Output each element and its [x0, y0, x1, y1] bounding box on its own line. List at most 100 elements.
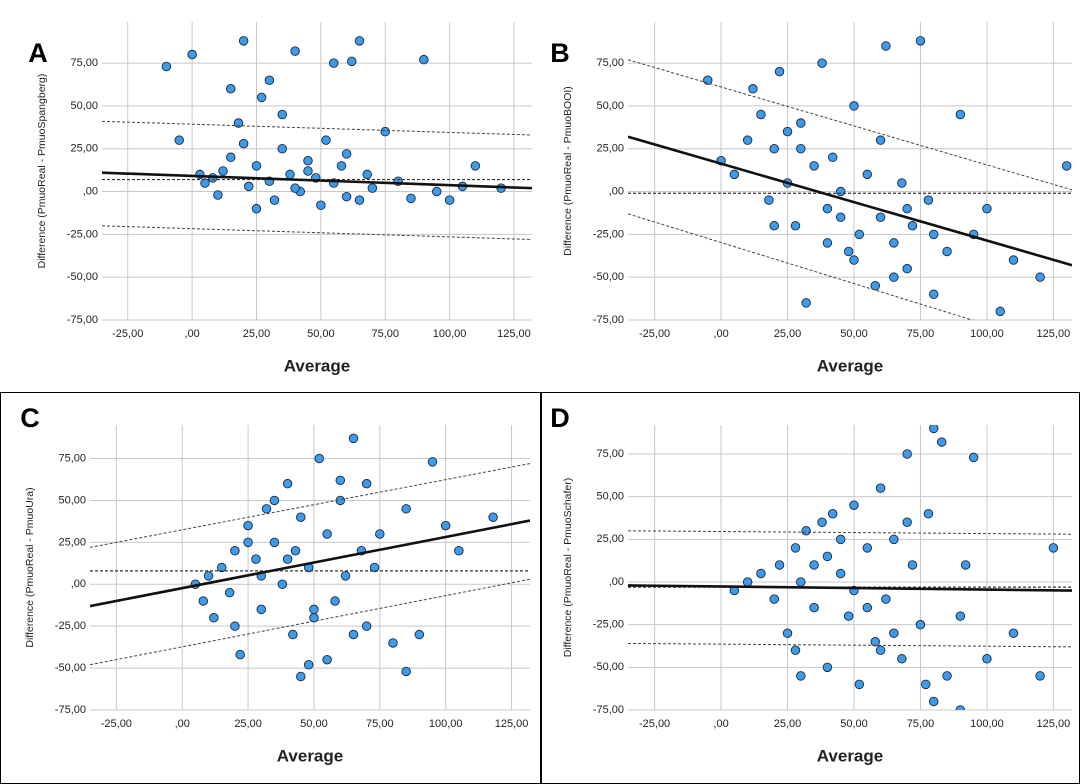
plot-area — [628, 425, 1072, 710]
x-axis-title: Average — [817, 746, 883, 765]
x-tick-label: 25,00 — [243, 328, 271, 340]
y-tick-label: 50,00 — [58, 494, 86, 506]
point — [774, 560, 785, 570]
point — [809, 602, 819, 613]
fit-line — [628, 135, 1072, 267]
point — [769, 143, 779, 154]
point — [419, 54, 429, 65]
y-tick-label: -25,00 — [593, 619, 624, 631]
point — [401, 666, 411, 677]
point — [348, 629, 359, 640]
y-tick-label: 50,00 — [70, 100, 98, 112]
point — [354, 36, 365, 46]
point — [854, 679, 865, 690]
y-axis-title: Difference (PmuoReal - PmuoUra) — [24, 487, 36, 647]
point — [1035, 671, 1045, 681]
point — [161, 61, 172, 72]
point — [774, 66, 785, 77]
point — [361, 478, 372, 489]
limit-line — [628, 59, 1072, 191]
y-tick-label: ,00 — [83, 185, 98, 197]
point — [982, 203, 992, 214]
x-tick-label: 50,00 — [307, 328, 335, 340]
point — [729, 169, 740, 180]
point — [303, 155, 313, 166]
y-tick-label: 75,00 — [596, 448, 624, 460]
y-tick-label: 25,00 — [70, 143, 98, 155]
x-tick-label: 75,00 — [366, 718, 394, 730]
point — [897, 178, 907, 188]
x-tick-label: ,00 — [713, 328, 728, 340]
x-tick-label: 50,00 — [840, 718, 868, 730]
point — [995, 306, 1005, 317]
point — [942, 671, 952, 681]
point — [269, 537, 280, 548]
point — [822, 662, 833, 673]
point — [889, 534, 899, 545]
point — [264, 75, 275, 85]
y-tick-label: -75,00 — [593, 314, 624, 326]
point — [309, 604, 319, 615]
point — [362, 169, 372, 180]
point — [915, 36, 926, 46]
point — [361, 621, 372, 631]
point — [256, 604, 267, 615]
point — [942, 246, 952, 257]
x-axis-title: Average — [277, 746, 343, 765]
point — [889, 272, 899, 282]
y-tick-label: 25,00 — [596, 143, 624, 155]
limit-line — [102, 120, 532, 136]
point — [849, 101, 859, 111]
point — [230, 621, 240, 631]
plot — [628, 425, 1072, 710]
y-tick-label: 75,00 — [58, 452, 86, 464]
point — [243, 520, 253, 531]
x-tick-label: ,00 — [175, 718, 190, 730]
y-tick-label: 25,00 — [596, 533, 624, 545]
plot — [102, 36, 532, 241]
point — [822, 203, 833, 214]
point — [198, 596, 209, 606]
point — [835, 186, 846, 197]
point — [796, 143, 806, 154]
point — [902, 203, 912, 214]
point — [290, 545, 301, 556]
point — [870, 280, 881, 291]
point — [907, 560, 918, 570]
x-tick-label: 75,00 — [907, 328, 935, 340]
point — [322, 654, 332, 665]
y-tick-label: ,00 — [71, 578, 86, 590]
point — [341, 191, 352, 202]
point — [843, 611, 854, 621]
panel-label: A — [28, 38, 48, 68]
panel-label: C — [20, 403, 40, 433]
point — [928, 696, 939, 707]
point — [809, 560, 819, 570]
point — [380, 126, 390, 137]
y-tick-label: 50,00 — [596, 491, 624, 503]
y-tick-label: -25,00 — [67, 228, 98, 240]
limit-line — [628, 213, 974, 320]
point — [322, 529, 332, 539]
point — [288, 629, 298, 640]
point — [817, 58, 827, 68]
plot-area — [102, 22, 532, 320]
point — [796, 118, 806, 128]
x-tick-label: 100,00 — [433, 328, 467, 340]
point — [282, 478, 293, 489]
x-tick-label: 50,00 — [300, 718, 328, 730]
point — [233, 118, 244, 128]
point — [303, 659, 314, 670]
x-axis-title: Average — [284, 356, 350, 375]
point — [209, 613, 219, 623]
point — [488, 512, 498, 522]
point — [889, 628, 899, 638]
point — [216, 562, 227, 573]
point — [902, 449, 912, 459]
point — [454, 545, 464, 556]
point — [225, 84, 236, 94]
x-axis-title: Average — [817, 356, 883, 375]
x-tick-label: -25,00 — [101, 718, 132, 730]
point — [843, 246, 854, 257]
y-tick-label: 75,00 — [596, 57, 624, 69]
